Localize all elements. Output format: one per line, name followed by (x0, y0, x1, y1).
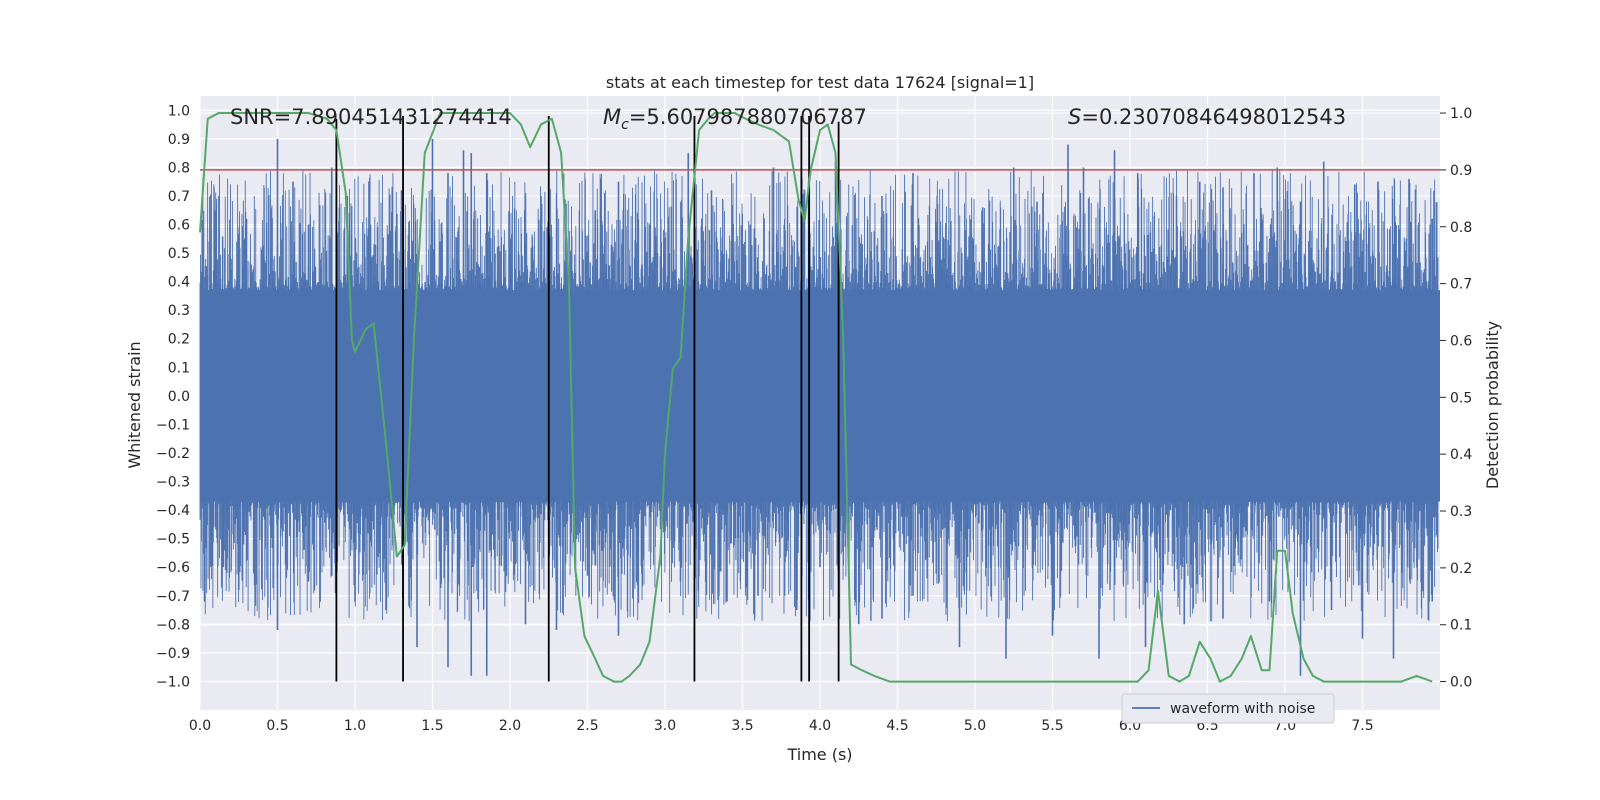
y-tick-label: −1.0 (156, 674, 190, 690)
y2-tick-label: 0.0 (1450, 675, 1472, 691)
y-tick-label: 0.1 (168, 360, 190, 376)
y-tick-label: 1.0 (168, 103, 190, 119)
y2-tick-label: 0.8 (1450, 220, 1472, 236)
y-tick-label: 0.8 (168, 160, 190, 176)
y-tick-label: −0.1 (156, 417, 190, 433)
y-tick-label: 0.7 (168, 189, 190, 205)
x-tick-label: 5.5 (1041, 718, 1063, 734)
y-tick-label: −0.4 (156, 503, 190, 519)
snr-annotation: SNR=7.890451431274414 (230, 105, 512, 129)
y-tick-label: 0.0 (168, 389, 190, 405)
y2-tick-label: 0.7 (1450, 277, 1472, 293)
y-tick-label: 0.4 (168, 275, 190, 291)
vertical-markers (335, 115, 840, 682)
y-tick-label: −0.3 (156, 475, 190, 491)
detection-probability-line (199, 112, 1433, 683)
y-tick-label: −0.7 (156, 589, 190, 605)
y-tick-label: −0.8 (156, 617, 190, 633)
chart-title: stats at each timestep for test data 176… (606, 73, 1034, 92)
y2-tick-label: 0.4 (1450, 447, 1472, 463)
y2-tick-label: 0.2 (1450, 561, 1472, 577)
x-tick-label: 1.5 (421, 718, 443, 734)
y2-tick-labels: 1.0 0.9 0.8 0.7 0.6 0.5 0.4 0.3 0.2 0.1 0.0 (1440, 106, 1472, 691)
y-tick-label: 0.6 (168, 218, 190, 234)
legend-box (1121, 693, 1335, 724)
y-tick-label: 0.9 (168, 132, 190, 148)
y-tick-label: −0.9 (156, 646, 190, 662)
y2-tick-label: 0.1 (1450, 618, 1472, 634)
y-tick-label: 0.2 (168, 332, 190, 348)
y2-axis-label: Detection probability (1483, 321, 1502, 489)
detection-probability-series (199, 112, 1433, 683)
y2-tick-label: 0.5 (1450, 390, 1472, 406)
legend: waveform with noise (1121, 693, 1335, 724)
y2-tick-label: 0.9 (1450, 163, 1472, 179)
x-tick-label: 1.0 (344, 718, 366, 734)
y2-tick-label: 0.3 (1450, 504, 1472, 520)
x-tick-label: 0.5 (266, 718, 288, 734)
chirp-mass-subscript: c (621, 117, 629, 133)
y-tick-labels: 1.0 0.9 0.8 0.7 0.6 0.5 0.4 0.3 0.2 0.1 0.0 −0.1 −0.… (156, 103, 190, 690)
x-tick-label: 5.0 (964, 718, 986, 734)
y-tick-label: 0.5 (168, 246, 190, 262)
chirp-mass-symbol: M (603, 105, 621, 129)
y-tick-label: −0.2 (156, 446, 190, 462)
y-axis-label: Whitened strain (125, 341, 144, 468)
x-tick-label: 0.0 (189, 718, 211, 734)
x-tick-label: 3.0 (654, 718, 676, 734)
x-tick-label: 2.0 (499, 718, 521, 734)
chirp-mass-annotation: Mc=5.607987880706787 (603, 105, 867, 133)
y-tick-label: 0.3 (168, 303, 190, 319)
s-value: =0.23070846498012543 (1081, 105, 1346, 129)
x-tick-label: 3.5 (731, 718, 753, 734)
x-tick-label: 4.5 (886, 718, 908, 734)
waveform-series (199, 138, 1440, 676)
s-annotation: S=0.23070846498012543 (1068, 105, 1346, 129)
legend-label: waveform with noise (1170, 701, 1315, 717)
x-tick-label: 7.5 (1351, 718, 1373, 734)
s-symbol: S (1068, 105, 1081, 129)
chirp-mass-value: =5.607987880706787 (629, 105, 867, 129)
x-tick-label: 2.5 (576, 718, 598, 734)
x-axis-label: Time (s) (786, 745, 852, 764)
y-tick-label: −0.5 (156, 532, 190, 548)
y2-tick-label: 1.0 (1450, 106, 1472, 122)
x-tick-label: 4.0 (809, 718, 831, 734)
y2-tick-label: 0.6 (1450, 333, 1472, 349)
y-tick-label: −0.6 (156, 560, 190, 576)
